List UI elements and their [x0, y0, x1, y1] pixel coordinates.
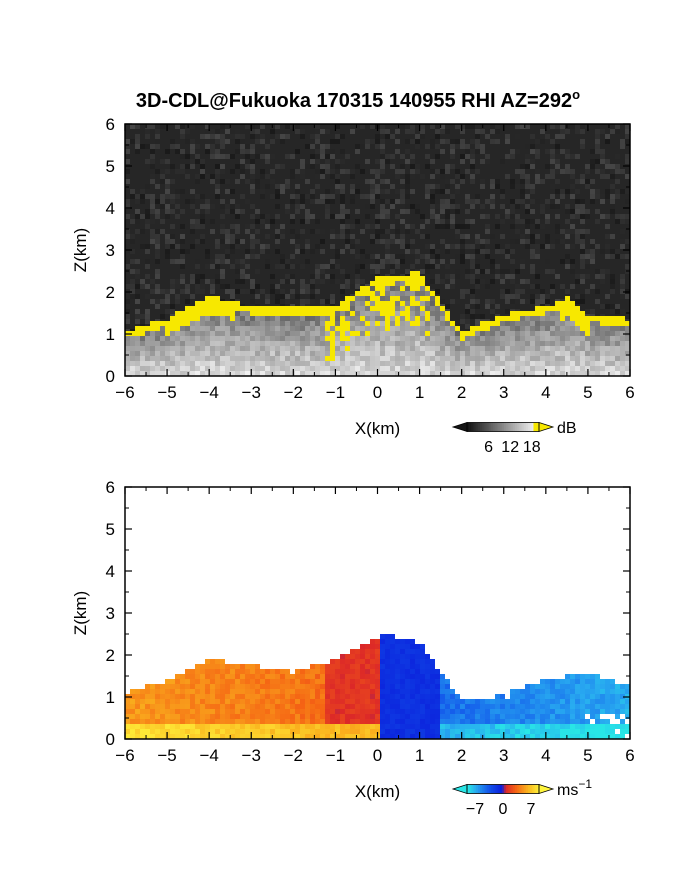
y-tick-label: 2	[106, 646, 115, 665]
x-tick-label: 2	[457, 746, 466, 765]
x-tick-label: −6	[115, 746, 134, 765]
heatmap-field	[125, 124, 630, 376]
colorbar-unit: ms−1	[557, 777, 592, 799]
x-tick-label: −2	[284, 383, 303, 402]
colorbar: −7 0 7 ms−1	[451, 777, 592, 818]
figure-title-superscript: o	[572, 87, 580, 102]
x-tick-label: 5	[583, 746, 592, 765]
colorbar-unit: dB	[557, 420, 577, 437]
x-axis-label: X(km)	[355, 782, 400, 801]
x-tick-label: −3	[242, 383, 261, 402]
colorbar-tick-label: −7	[466, 801, 484, 818]
figure-title-text: 3D-CDL@Fukuoka 170315 140955 RHI AZ=292	[136, 90, 572, 112]
x-tick-label: −5	[157, 746, 176, 765]
x-axis-label: X(km)	[355, 419, 400, 438]
x-tick-label: 0	[373, 383, 382, 402]
colorbar-tick-label: 0	[499, 801, 508, 818]
colorbar-tick-label: 18	[523, 439, 541, 456]
x-tick-label: 0	[373, 746, 382, 765]
y-tick-label: 1	[106, 688, 115, 707]
y-axis-label: Z(km)	[71, 591, 90, 635]
x-tick-label: 1	[415, 383, 424, 402]
x-tick-label: −4	[199, 746, 218, 765]
x-tick-label: 2	[457, 383, 466, 402]
y-tick-label: 4	[106, 199, 115, 218]
x-tick-label: −6	[115, 383, 134, 402]
figure-title: 3D-CDL@Fukuoka 170315 140955 RHI AZ=292o	[136, 87, 580, 112]
x-tick-label: −4	[199, 383, 218, 402]
colorbar-low-arrow	[451, 783, 468, 795]
x-tick-label: −2	[284, 746, 303, 765]
y-axis-label: Z(km)	[71, 228, 90, 272]
colorbar-low-arrow	[451, 421, 468, 433]
x-tick-label: 3	[499, 746, 508, 765]
x-tick-label: 6	[625, 383, 634, 402]
y-tick-label: 2	[106, 283, 115, 302]
colorbar-high-arrow	[538, 783, 555, 795]
x-tick-label: 1	[415, 746, 424, 765]
x-tick-label: −1	[326, 746, 345, 765]
y-tick-label: 6	[106, 478, 115, 497]
y-tick-label: 5	[106, 157, 115, 176]
y-tick-label: 6	[106, 115, 115, 134]
colorbar-tick-label: 12	[501, 439, 519, 456]
y-tick-label: 0	[106, 730, 115, 749]
colorbar-tick-label: 7	[527, 801, 536, 818]
colorbar-tick-label: 6	[484, 439, 493, 456]
x-tick-label: 4	[541, 383, 550, 402]
y-tick-label: 1	[106, 325, 115, 344]
x-tick-label: −5	[157, 383, 176, 402]
y-tick-label: 5	[106, 520, 115, 539]
colorbar: 6 12 18 dB	[451, 420, 577, 456]
x-tick-label: 3	[499, 383, 508, 402]
x-tick-label: 4	[541, 746, 550, 765]
colorbar-high-arrow	[538, 421, 555, 433]
y-tick-label: 3	[106, 604, 115, 623]
y-tick-label: 3	[106, 241, 115, 260]
x-tick-label: 5	[583, 383, 592, 402]
y-tick-label: 4	[106, 562, 115, 581]
x-tick-label: −1	[326, 383, 345, 402]
y-tick-label: 0	[106, 367, 115, 386]
x-tick-label: −3	[242, 746, 261, 765]
velocity-panel: −6 −5 −4 −3 −2 −1 0 1 2 3 4 5 6 0 1 2 3 4 5 6 X(km) Z(km) −7 0 7…	[71, 478, 635, 818]
heatmap-field	[125, 634, 630, 739]
x-tick-label: 6	[625, 746, 634, 765]
